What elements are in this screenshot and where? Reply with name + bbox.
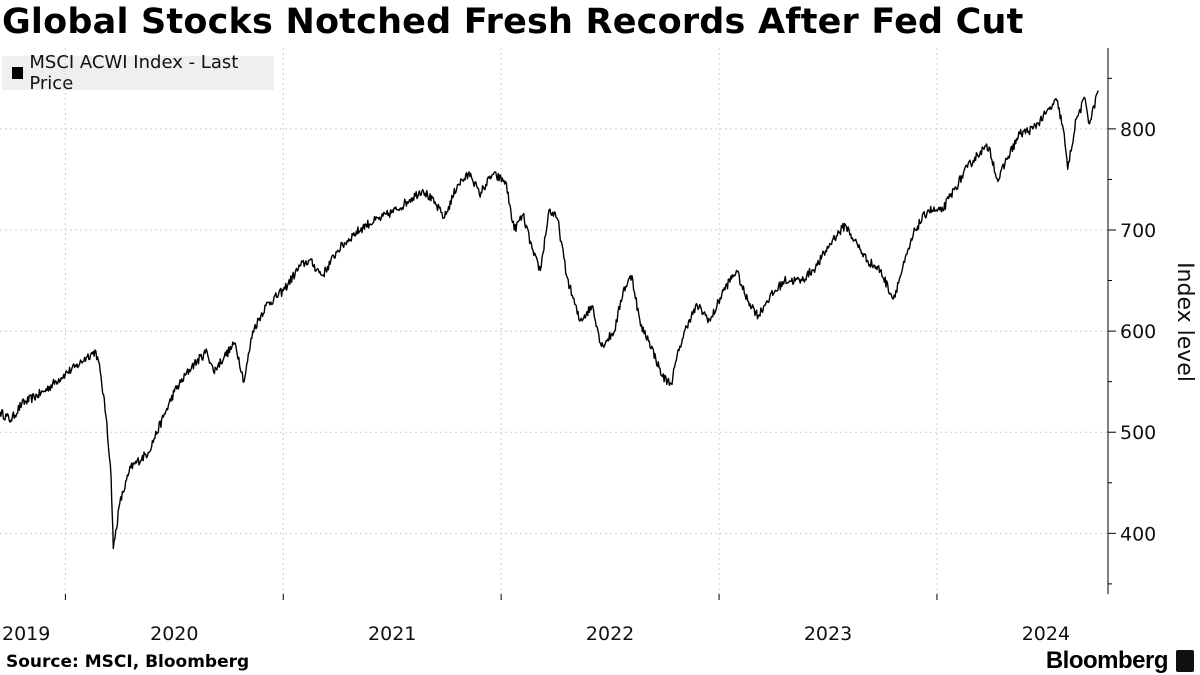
x-tick-label: 2020 [150,623,198,645]
x-tick-label: 2022 [586,623,634,645]
series-line-0 [0,90,1099,550]
x-tick-label: 2023 [804,623,852,645]
y-tick-label: 500 [1120,422,1156,444]
legend: MSCI ACWI Index - Last Price [2,52,274,94]
source-note: Source: MSCI, Bloomberg [6,652,250,672]
y-tick-label: 700 [1120,220,1156,242]
y-tick-label: 400 [1120,523,1156,545]
legend-label: MSCI ACWI Index - Last Price [29,52,239,94]
x-tick-label: 2019 [2,623,50,645]
x-tick-label: 2021 [368,623,416,645]
y-tick-label: 600 [1120,321,1156,343]
brand-logo: Bloomberg [1045,647,1169,674]
chart-title: Global Stocks Notched Fresh Records Afte… [2,2,1024,42]
y-axis-label: Index level [1172,262,1197,382]
bloomberg-icon [1176,650,1194,672]
x-tick-label: 2024 [1022,623,1070,645]
legend-swatch-icon [12,67,24,79]
y-tick-label: 800 [1120,119,1156,141]
